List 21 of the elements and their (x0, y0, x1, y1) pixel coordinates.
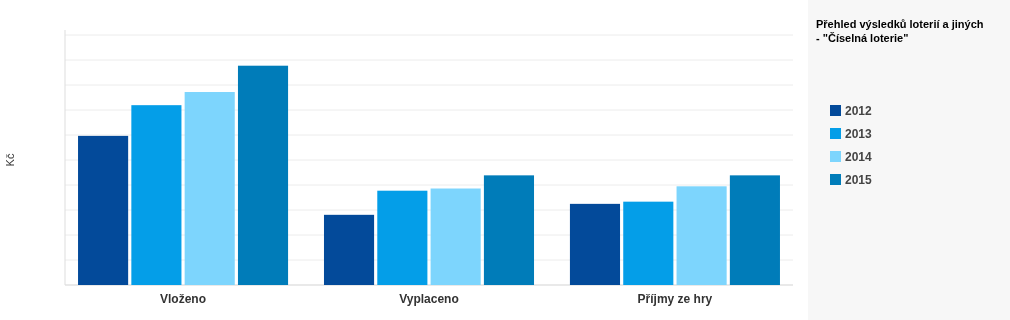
x-tick-label: Příjmy ze hry (637, 292, 713, 306)
x-tick-label: Vyplaceno (399, 292, 459, 306)
legend-label: 2015 (845, 173, 873, 187)
x-tick-label: Vloženo (160, 292, 207, 306)
bar (323, 214, 375, 285)
y-axis-title: Kč (4, 153, 16, 167)
legend-label: 2012 (845, 104, 873, 118)
bar (430, 188, 481, 285)
bar (569, 203, 621, 285)
bar (676, 186, 727, 285)
bar (483, 175, 535, 285)
bar (237, 65, 289, 285)
bar (377, 190, 428, 285)
text: Přehled výsledků loterií a jiných - "Číselná loterie" (816, 18, 984, 44)
bar (623, 201, 674, 285)
bar (78, 135, 129, 285)
legend-label: 2013 (845, 127, 873, 141)
bar (131, 105, 182, 285)
bar (184, 92, 235, 285)
bar (729, 175, 780, 285)
legend-label: 2014 (845, 150, 873, 164)
